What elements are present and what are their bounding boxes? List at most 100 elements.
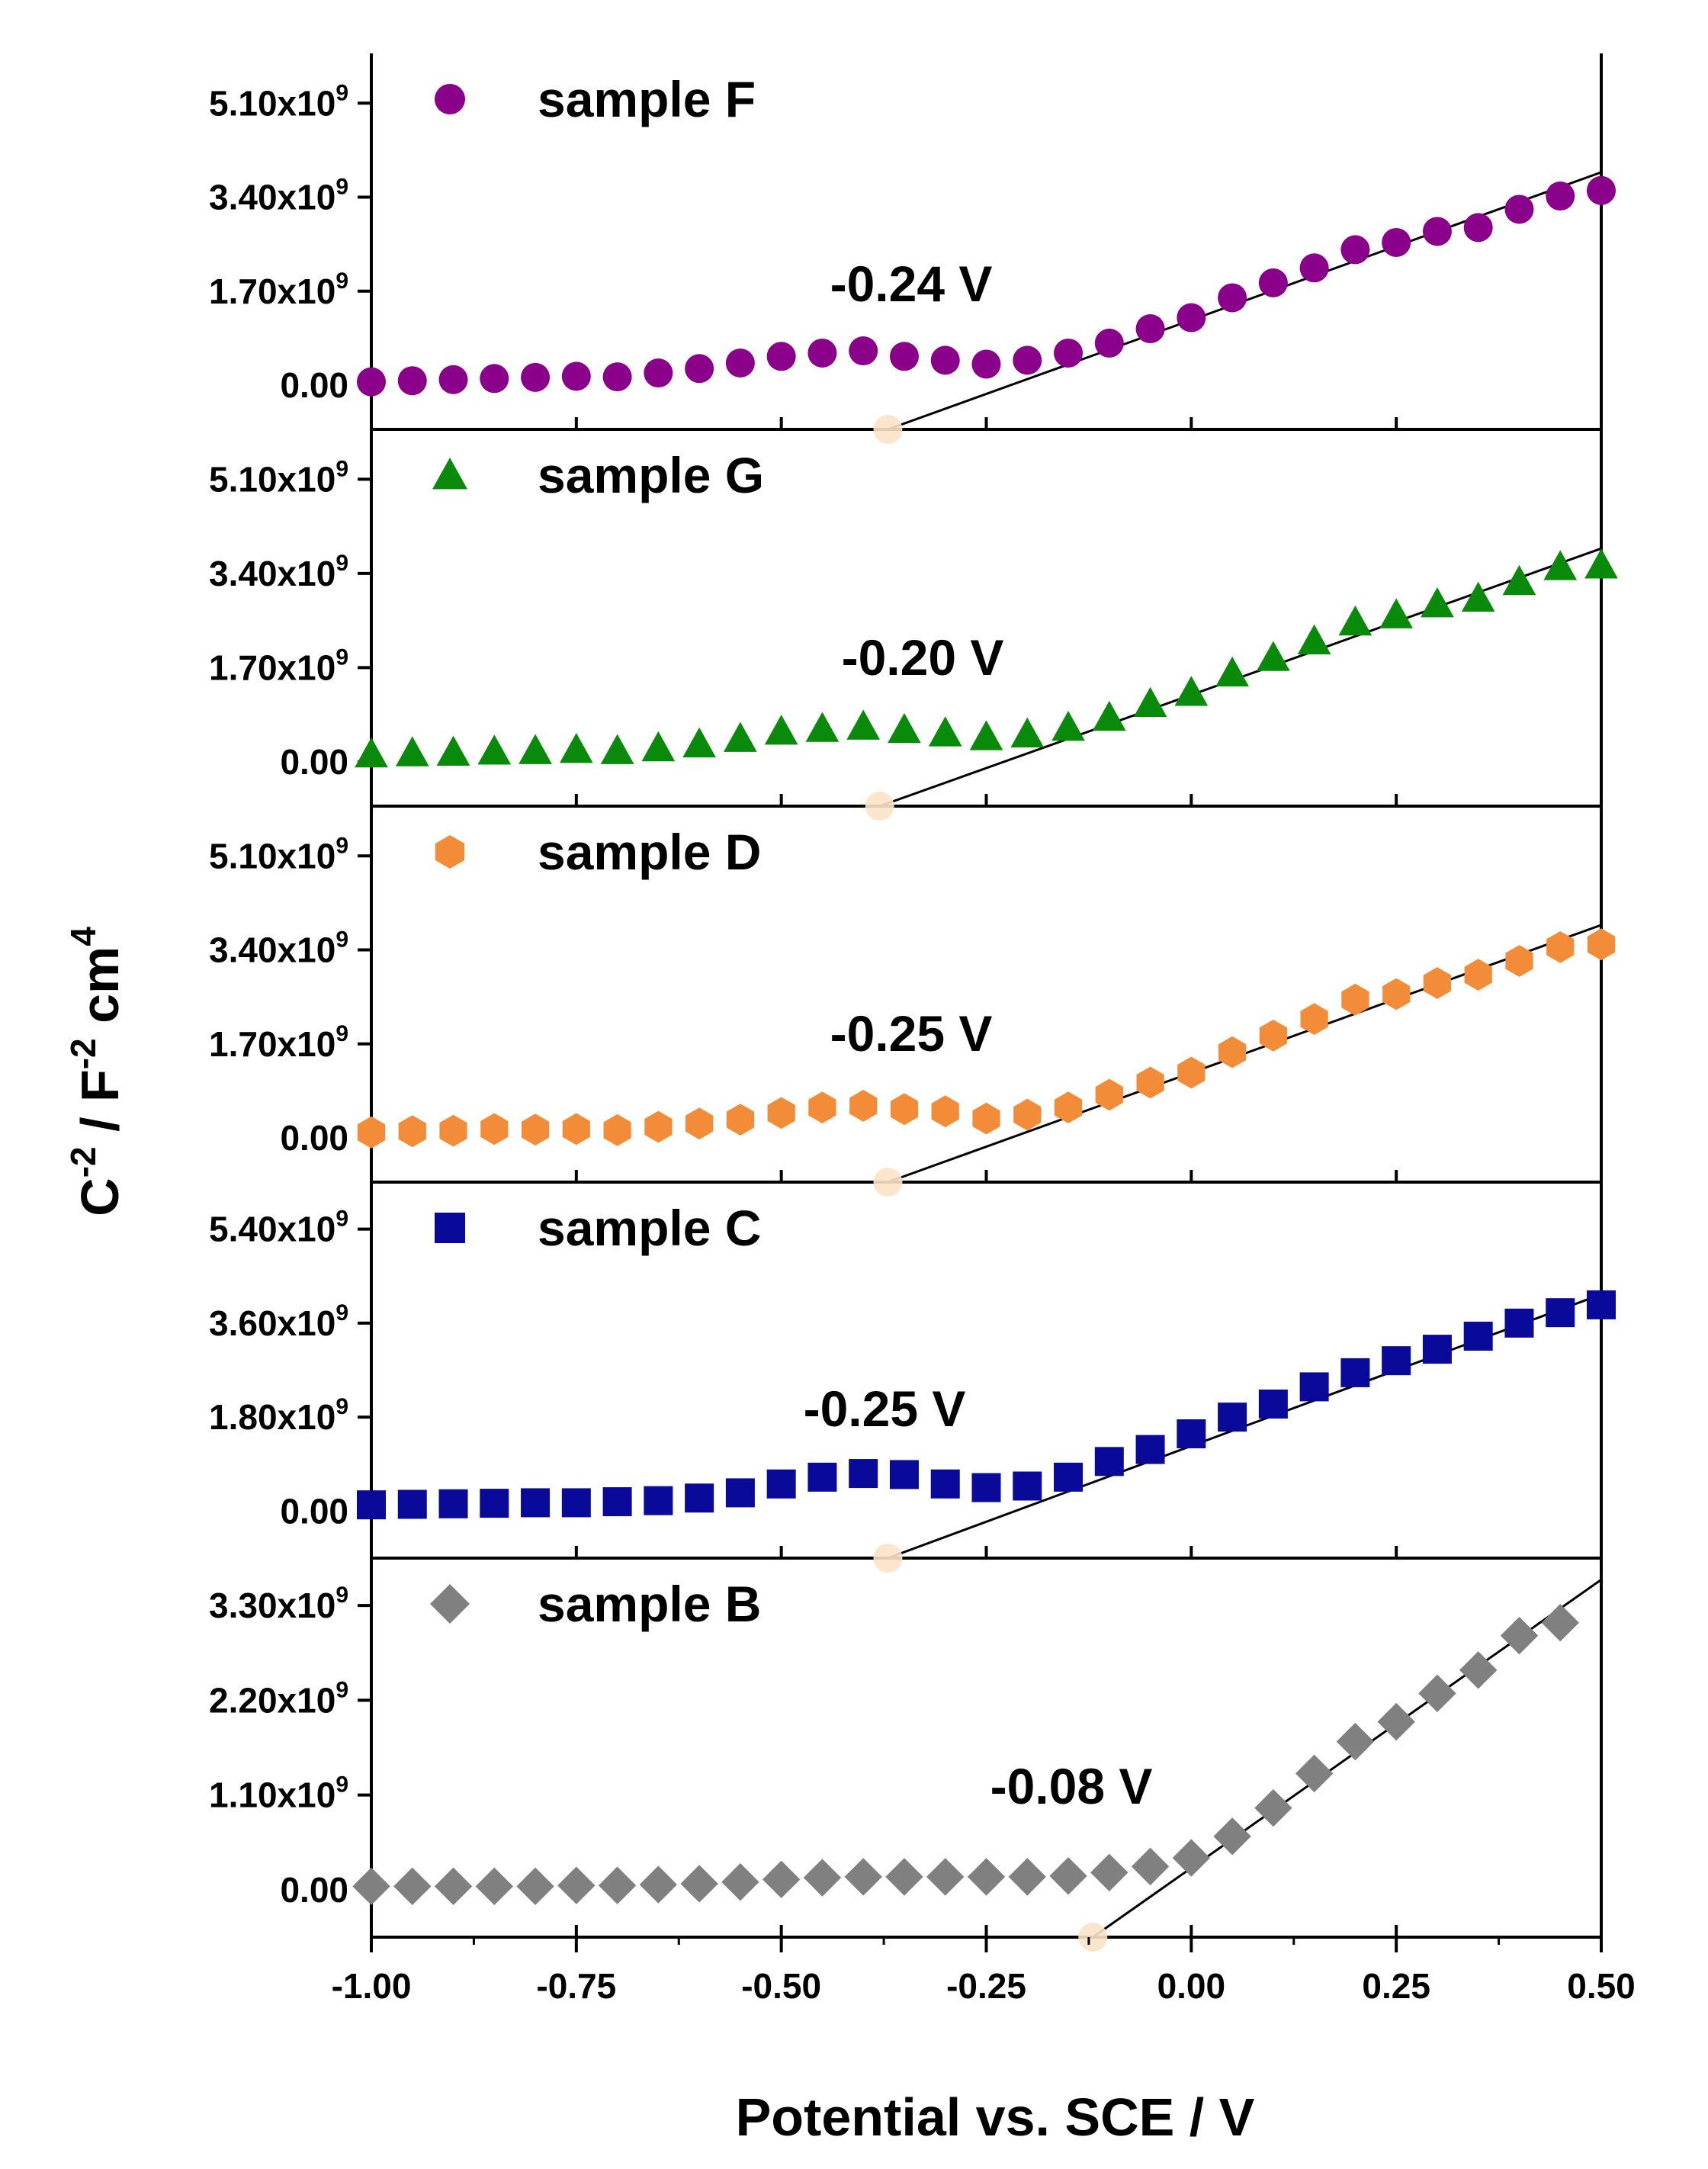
data-point bbox=[888, 712, 921, 744]
data-point bbox=[1340, 1358, 1370, 1387]
data-point bbox=[1541, 1604, 1579, 1642]
data-point bbox=[849, 1090, 878, 1122]
data-point bbox=[1010, 717, 1045, 748]
y-tick-label: 3.40x109 bbox=[209, 551, 348, 593]
data-point bbox=[1546, 182, 1575, 211]
data-point bbox=[1258, 268, 1288, 297]
y-tick-label: 1.70x109 bbox=[209, 644, 348, 687]
data-point bbox=[767, 1097, 795, 1129]
data-point bbox=[600, 734, 634, 764]
data-point bbox=[1300, 1003, 1328, 1035]
data-point bbox=[598, 1866, 637, 1904]
data-point bbox=[644, 1486, 673, 1515]
data-point bbox=[355, 737, 388, 768]
data-point bbox=[680, 1865, 718, 1903]
data-point bbox=[1299, 1372, 1329, 1402]
panel-sample-F: 0.00 1.70x109 3.40x109 5.10x109 sample F -0.2… bbox=[209, 53, 1616, 444]
y-tick-label: 1.80x109 bbox=[209, 1394, 348, 1437]
data-point bbox=[477, 734, 512, 765]
data-point bbox=[1382, 1346, 1411, 1376]
data-point bbox=[762, 1860, 801, 1899]
data-point bbox=[1013, 1098, 1042, 1131]
data-point bbox=[1463, 1321, 1493, 1351]
data-point bbox=[726, 1104, 754, 1136]
legend-label: sample F bbox=[538, 71, 756, 127]
data-point bbox=[357, 1116, 386, 1149]
data-point bbox=[930, 1469, 960, 1499]
y-tick-label: 0.00 bbox=[280, 365, 348, 405]
data-point bbox=[725, 1478, 755, 1508]
data-point bbox=[1382, 227, 1411, 257]
data-point bbox=[1094, 1447, 1124, 1477]
y-tick-label: 0.00 bbox=[280, 742, 348, 782]
data-point bbox=[889, 1460, 919, 1489]
data-point bbox=[1502, 564, 1536, 596]
y-tick-label: 0.00 bbox=[280, 1118, 348, 1158]
data-point bbox=[766, 342, 796, 371]
panel-sample-C: 0.00 1.80x109 3.60x109 5.40x109 sample C -0.2… bbox=[209, 1182, 1616, 1573]
data-point bbox=[808, 1091, 836, 1123]
intercept-annotation: -0.25 V bbox=[804, 1380, 966, 1437]
x-axis: -1.00 -0.75 -0.50 -0.25 0.00 0.25 0.50 bbox=[332, 1937, 1636, 2006]
data-point bbox=[926, 1858, 965, 1896]
data-point bbox=[1254, 1788, 1292, 1827]
data-point bbox=[1546, 931, 1575, 963]
data-point bbox=[1297, 624, 1331, 654]
data-point bbox=[803, 1859, 842, 1897]
y-tick-label: 5.10x109 bbox=[209, 456, 348, 499]
data-point bbox=[1215, 656, 1249, 687]
data-point bbox=[1135, 1435, 1165, 1464]
data-point bbox=[1336, 1722, 1375, 1761]
data-point bbox=[603, 1113, 631, 1146]
legend-label: sample B bbox=[538, 1576, 761, 1632]
intercept-marker bbox=[865, 792, 894, 821]
data-point bbox=[522, 1113, 550, 1146]
legend-marker bbox=[435, 835, 465, 869]
y-tick-label: 5.10x109 bbox=[209, 80, 348, 123]
data-point bbox=[1546, 1298, 1575, 1328]
data-point bbox=[518, 734, 552, 764]
legend-marker bbox=[432, 458, 467, 490]
data-point bbox=[438, 1489, 468, 1518]
data-point bbox=[439, 1114, 467, 1147]
data-point bbox=[1504, 1308, 1534, 1338]
data-point bbox=[1422, 217, 1452, 246]
data-point bbox=[1218, 1403, 1247, 1432]
data-point bbox=[1295, 1754, 1334, 1793]
data-point bbox=[1013, 345, 1042, 375]
data-point bbox=[434, 1867, 473, 1906]
data-point bbox=[1094, 328, 1124, 358]
data-point bbox=[357, 1490, 386, 1520]
intercept-marker bbox=[873, 415, 903, 444]
data-point bbox=[475, 1867, 513, 1906]
data-point bbox=[1543, 550, 1578, 580]
data-point bbox=[685, 1107, 714, 1140]
data-point bbox=[972, 1102, 1000, 1135]
data-point bbox=[521, 362, 551, 392]
data-point bbox=[602, 362, 632, 392]
data-point bbox=[1464, 959, 1492, 991]
intercept-annotation: -0.24 V bbox=[830, 255, 993, 312]
legend-label: sample C bbox=[538, 1200, 761, 1256]
data-point bbox=[1505, 945, 1533, 977]
y-tick-label: 3.30x109 bbox=[209, 1583, 348, 1625]
data-point bbox=[1459, 1651, 1498, 1689]
data-point bbox=[1299, 253, 1329, 283]
x-tick-label: 0.25 bbox=[1362, 1966, 1430, 2006]
data-point bbox=[1587, 1290, 1616, 1319]
data-point bbox=[1500, 1616, 1539, 1655]
data-point bbox=[931, 1095, 959, 1128]
data-point bbox=[397, 1489, 427, 1519]
data-point bbox=[685, 1483, 714, 1513]
data-point bbox=[766, 1469, 796, 1499]
data-point bbox=[1504, 194, 1534, 224]
data-point bbox=[1172, 1839, 1211, 1877]
data-point bbox=[1177, 1419, 1206, 1449]
data-point bbox=[1054, 1462, 1084, 1492]
data-point bbox=[1421, 586, 1454, 618]
data-point bbox=[1218, 1036, 1247, 1068]
data-point bbox=[1090, 1853, 1128, 1891]
data-point bbox=[721, 1863, 759, 1901]
data-point bbox=[844, 1858, 882, 1896]
